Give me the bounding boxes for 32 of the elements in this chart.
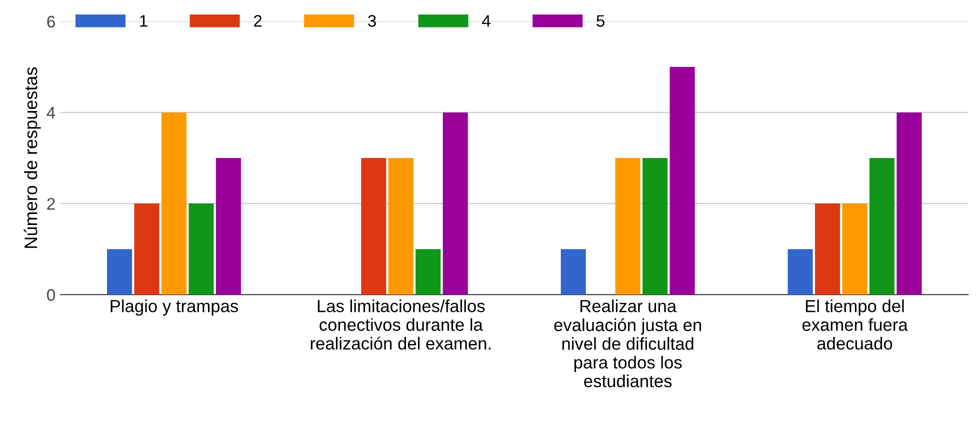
bar: [442, 112, 468, 295]
bar: [216, 158, 241, 295]
legend-label: 2: [254, 15, 262, 27]
bar: [134, 204, 160, 295]
y-tick-label: 4: [46, 107, 56, 118]
bar: [615, 158, 640, 295]
bar: [106, 249, 132, 295]
x-tick-label: El tiempo del examen fuera adecuado: [802, 299, 908, 350]
bar: [642, 158, 668, 295]
y-tick-label: 0: [47, 289, 55, 301]
bar: [388, 158, 414, 295]
legend-label: 1: [140, 15, 148, 27]
bar: [161, 112, 186, 295]
y-tick-label: 2: [47, 198, 55, 210]
bar: [560, 249, 586, 295]
bar: [842, 204, 868, 295]
bar: [869, 158, 894, 295]
legend-label: 4: [482, 15, 490, 27]
bar: [896, 112, 922, 295]
x-tick-label: Las limitaciones/fallos conectivos durante la realización del examen.: [310, 299, 491, 350]
legend-label: 3: [368, 15, 376, 27]
bar: [361, 158, 386, 295]
bar: [788, 249, 813, 295]
y-tick-label: 6: [47, 16, 55, 28]
bar: [416, 249, 441, 295]
x-tick-label: Plagio y trampas: [110, 299, 238, 316]
x-tick-label: Realizar una evaluación justa en nivel de dificultad para todos los estudiantes: [554, 299, 702, 388]
bar: [670, 66, 695, 295]
y-axis-title: Número de respuestas: [24, 67, 41, 248]
bar: [188, 204, 214, 295]
legend-label: 5: [596, 15, 604, 27]
bar: [814, 204, 840, 295]
